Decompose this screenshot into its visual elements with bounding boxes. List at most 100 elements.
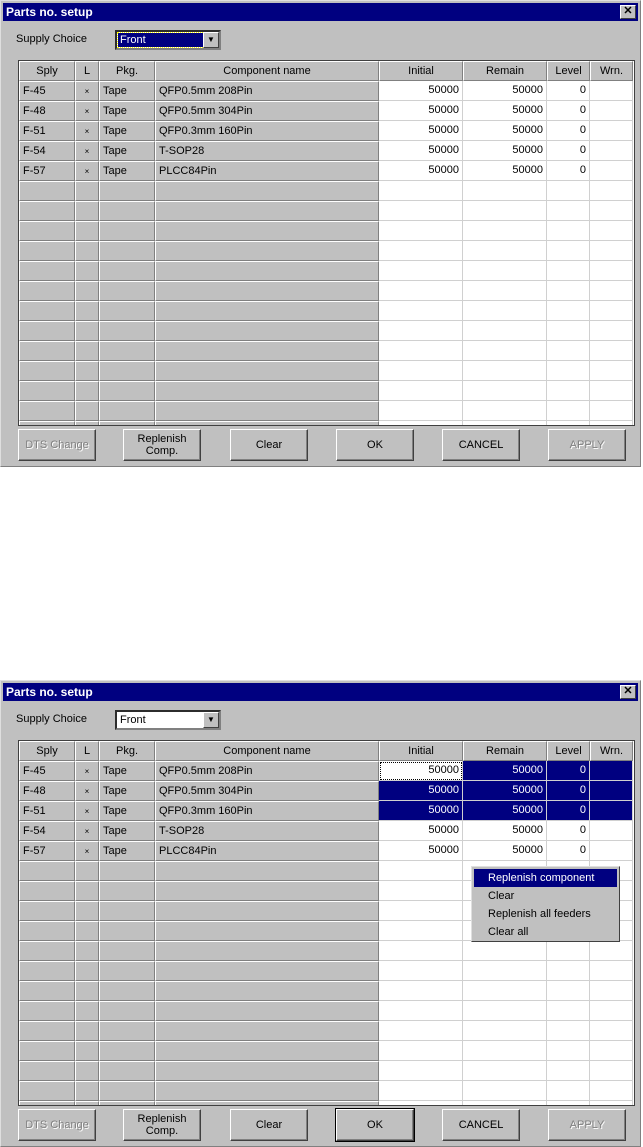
empty-cell[interactable] bbox=[379, 981, 463, 1001]
column-header[interactable]: Wrn. bbox=[590, 741, 633, 761]
table-cell[interactable] bbox=[590, 781, 633, 801]
empty-cell[interactable] bbox=[463, 221, 547, 241]
table-cell[interactable] bbox=[590, 761, 633, 781]
table-cell[interactable]: 0 bbox=[547, 121, 590, 141]
empty-cell[interactable] bbox=[590, 321, 633, 341]
clear-button[interactable]: Clear bbox=[230, 429, 308, 461]
empty-cell[interactable] bbox=[379, 961, 463, 981]
empty-cell[interactable] bbox=[463, 341, 547, 361]
empty-cell[interactable] bbox=[590, 221, 633, 241]
empty-cell[interactable] bbox=[547, 361, 590, 381]
empty-cell[interactable] bbox=[463, 321, 547, 341]
empty-cell[interactable] bbox=[463, 401, 547, 421]
column-header[interactable]: Pkg. bbox=[99, 741, 155, 761]
column-header[interactable]: Component name bbox=[155, 741, 379, 761]
empty-cell[interactable] bbox=[379, 861, 463, 881]
empty-cell[interactable] bbox=[547, 341, 590, 361]
empty-cell[interactable] bbox=[379, 1001, 463, 1021]
empty-cell[interactable] bbox=[547, 1001, 590, 1021]
empty-cell[interactable] bbox=[379, 401, 463, 421]
table-cell[interactable] bbox=[590, 141, 633, 161]
column-header[interactable]: Initial bbox=[379, 741, 463, 761]
empty-cell[interactable] bbox=[379, 281, 463, 301]
empty-cell[interactable] bbox=[463, 281, 547, 301]
empty-cell[interactable] bbox=[547, 1101, 590, 1105]
column-header[interactable]: Sply bbox=[19, 741, 75, 761]
empty-cell[interactable] bbox=[379, 181, 463, 201]
empty-cell[interactable] bbox=[590, 361, 633, 381]
apply-button[interactable]: APPLY bbox=[548, 429, 626, 461]
empty-cell[interactable] bbox=[590, 421, 633, 425]
table-cell[interactable]: 50000 bbox=[463, 161, 547, 181]
empty-cell[interactable] bbox=[463, 381, 547, 401]
table-cell[interactable]: 50000 bbox=[379, 161, 463, 181]
empty-cell[interactable] bbox=[379, 1021, 463, 1041]
empty-cell[interactable] bbox=[547, 421, 590, 425]
column-header[interactable]: Pkg. bbox=[99, 61, 155, 81]
table-cell[interactable] bbox=[590, 161, 633, 181]
table-cell[interactable]: 0 bbox=[547, 801, 590, 821]
empty-cell[interactable] bbox=[379, 381, 463, 401]
table-cell[interactable]: 0 bbox=[547, 81, 590, 101]
empty-cell[interactable] bbox=[590, 281, 633, 301]
empty-cell[interactable] bbox=[379, 341, 463, 361]
table-cell[interactable]: 50000 bbox=[463, 761, 547, 781]
empty-cell[interactable] bbox=[547, 941, 590, 961]
table-cell[interactable]: 50000 bbox=[379, 121, 463, 141]
empty-cell[interactable] bbox=[463, 361, 547, 381]
replenish-button[interactable]: Replenish Comp. bbox=[123, 429, 201, 461]
empty-cell[interactable] bbox=[590, 1001, 633, 1021]
empty-cell[interactable] bbox=[547, 241, 590, 261]
table-cell[interactable]: 50000 bbox=[379, 761, 463, 781]
table-cell[interactable] bbox=[590, 81, 633, 101]
empty-cell[interactable] bbox=[590, 341, 633, 361]
table-cell[interactable]: 50000 bbox=[463, 841, 547, 861]
empty-cell[interactable] bbox=[463, 241, 547, 261]
empty-cell[interactable] bbox=[590, 941, 633, 961]
empty-cell[interactable] bbox=[547, 261, 590, 281]
table-cell[interactable]: 50000 bbox=[379, 141, 463, 161]
table-cell[interactable]: 50000 bbox=[463, 81, 547, 101]
empty-cell[interactable] bbox=[547, 181, 590, 201]
empty-cell[interactable] bbox=[590, 201, 633, 221]
empty-cell[interactable] bbox=[590, 1021, 633, 1041]
empty-cell[interactable] bbox=[463, 301, 547, 321]
empty-cell[interactable] bbox=[463, 1001, 547, 1021]
table-cell[interactable] bbox=[590, 841, 633, 861]
table-cell[interactable]: 50000 bbox=[379, 841, 463, 861]
empty-cell[interactable] bbox=[379, 421, 463, 425]
empty-cell[interactable] bbox=[547, 961, 590, 981]
column-header[interactable]: Level bbox=[547, 61, 590, 81]
empty-cell[interactable] bbox=[463, 1041, 547, 1061]
table-cell[interactable]: 0 bbox=[547, 841, 590, 861]
table-cell[interactable]: 50000 bbox=[463, 121, 547, 141]
table-cell[interactable]: 50000 bbox=[463, 821, 547, 841]
empty-cell[interactable] bbox=[547, 201, 590, 221]
table-cell[interactable]: 0 bbox=[547, 141, 590, 161]
empty-cell[interactable] bbox=[463, 1061, 547, 1081]
table-cell[interactable]: 0 bbox=[547, 761, 590, 781]
empty-cell[interactable] bbox=[379, 261, 463, 281]
empty-cell[interactable] bbox=[547, 301, 590, 321]
table-cell[interactable] bbox=[590, 821, 633, 841]
empty-cell[interactable] bbox=[463, 261, 547, 281]
column-header[interactable]: Remain bbox=[463, 741, 547, 761]
empty-cell[interactable] bbox=[379, 361, 463, 381]
column-header[interactable]: Sply bbox=[19, 61, 75, 81]
supply-choice-select[interactable]: Front ▼ bbox=[115, 710, 221, 730]
empty-cell[interactable] bbox=[379, 301, 463, 321]
supply-choice-select[interactable]: Front ▼ bbox=[115, 30, 221, 50]
table-cell[interactable]: 0 bbox=[547, 781, 590, 801]
empty-cell[interactable] bbox=[379, 221, 463, 241]
empty-cell[interactable] bbox=[590, 381, 633, 401]
empty-cell[interactable] bbox=[547, 381, 590, 401]
replenish-button[interactable]: Replenish Comp. bbox=[123, 1109, 201, 1141]
empty-cell[interactable] bbox=[547, 221, 590, 241]
empty-cell[interactable] bbox=[463, 981, 547, 1001]
ok-button[interactable]: OK bbox=[336, 429, 414, 461]
table-cell[interactable] bbox=[590, 101, 633, 121]
table-cell[interactable]: 50000 bbox=[463, 801, 547, 821]
empty-cell[interactable] bbox=[547, 321, 590, 341]
empty-cell[interactable] bbox=[379, 1061, 463, 1081]
empty-cell[interactable] bbox=[379, 321, 463, 341]
